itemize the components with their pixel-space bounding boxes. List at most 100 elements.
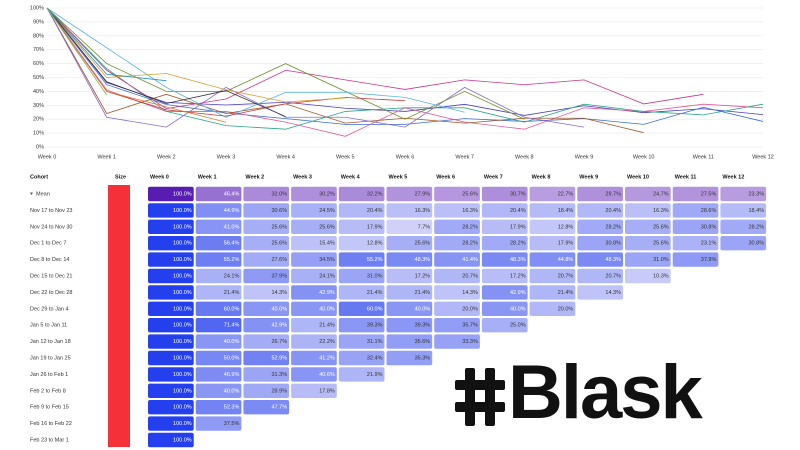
- cell-value: 100.0%: [173, 372, 192, 378]
- column-header: Week 0: [150, 174, 169, 180]
- logo-icon: [455, 368, 505, 426]
- cell: [386, 350, 433, 366]
- cell: [148, 203, 194, 218]
- column-header: Week 5: [389, 174, 408, 180]
- cell-value: 24.1%: [319, 273, 335, 279]
- y-tick-label: 20%: [33, 117, 44, 123]
- cell-value: 100.0%: [173, 421, 192, 427]
- y-tick-label: 90%: [33, 19, 44, 25]
- column-header: Week 12: [722, 174, 744, 180]
- column-header: Week 1: [198, 174, 217, 180]
- cohort-label: Dec 8 to Dec 14: [30, 257, 69, 263]
- y-tick-label: 40%: [33, 89, 44, 95]
- cell-value: 28.2%: [462, 241, 478, 247]
- cell: [577, 219, 623, 234]
- cell-value: 42.9%: [510, 290, 526, 296]
- series-line: [46, 7, 346, 103]
- cell: [243, 252, 290, 267]
- cohort-label: Nov 17 to Nov 23: [30, 208, 73, 214]
- cell: [195, 367, 242, 382]
- cell-value: 100.0%: [173, 208, 192, 214]
- cell-value: 21.4%: [224, 290, 240, 296]
- cohort-label: Dec 1 to Dec 7: [30, 241, 66, 247]
- cell-value: 25.6%: [271, 224, 287, 230]
- x-tick-label: Week 8: [515, 154, 534, 160]
- cell-value: 28.9%: [271, 388, 287, 394]
- cell: [481, 203, 528, 218]
- cohort-label: Nov 24 to Nov 30: [30, 224, 73, 230]
- cell-value: 7.7%: [418, 224, 431, 230]
- series-line: [46, 7, 704, 110]
- cell-value: 25.6%: [319, 224, 335, 230]
- cell: [195, 252, 242, 267]
- cell-value: 44.9%: [224, 208, 240, 214]
- cell-value: 28.2%: [462, 224, 478, 230]
- cell: [386, 318, 433, 333]
- cell: [195, 219, 242, 234]
- cell-value: 100.0%: [173, 306, 192, 312]
- cell: [481, 301, 528, 316]
- cell-value: 28.6%: [701, 208, 717, 214]
- cell: [434, 186, 480, 202]
- cell: [529, 301, 576, 316]
- cell: [338, 186, 385, 202]
- x-tick-label: Week 2: [157, 154, 176, 160]
- cell: [195, 318, 242, 333]
- cell: [577, 252, 623, 267]
- x-tick-label: Week 10: [633, 154, 655, 160]
- cell: [386, 219, 433, 234]
- cell-value: 20.7%: [462, 273, 478, 279]
- cell-value: 25.6%: [462, 191, 478, 197]
- cell-value: 24.7%: [653, 191, 669, 197]
- cell: [148, 301, 194, 316]
- cell-value: 100.0%: [173, 339, 192, 345]
- cell: [338, 367, 385, 382]
- column-header: Cohort: [30, 174, 48, 180]
- cohort-label: Jan 19 to Jan 25: [30, 355, 71, 361]
- cell: [291, 367, 337, 382]
- cell-value: 25.6%: [415, 241, 431, 247]
- series-line: [46, 7, 764, 137]
- cohort-label: Feb 2 to Feb 8: [30, 388, 66, 394]
- cohort-label: Feb 16 to Feb 22: [30, 421, 72, 427]
- cell-value: 20.4%: [605, 208, 621, 214]
- cell: [148, 236, 194, 251]
- series-line: [46, 7, 525, 120]
- cell-value: 100.0%: [173, 437, 192, 443]
- cell: [338, 268, 385, 284]
- cell: [386, 268, 433, 284]
- column-header: Week 11: [675, 174, 697, 180]
- cell-value: 30.2%: [319, 191, 335, 197]
- cell-value: 20.7%: [605, 273, 621, 279]
- cell-value: 100.0%: [173, 405, 192, 411]
- cell-value: 20.0%: [558, 306, 574, 312]
- y-tick-label: 50%: [33, 75, 44, 81]
- cell-value: 100.0%: [173, 241, 192, 247]
- cell-value: 27.6%: [271, 257, 287, 263]
- cell-value: 28.2%: [748, 224, 764, 230]
- cell: [625, 252, 671, 267]
- cell: [148, 400, 194, 415]
- cell-value: 23.1%: [701, 241, 717, 247]
- column-header: Week 4: [341, 174, 361, 180]
- cell: [434, 301, 480, 316]
- cell-value: 41.4%: [462, 257, 478, 263]
- cell-value: 55.2%: [224, 257, 240, 263]
- cell-value: 20.4%: [367, 208, 383, 214]
- cell: [195, 350, 242, 366]
- x-tick-label: Week 0: [38, 154, 57, 160]
- cell-value: 17.9%: [367, 224, 383, 230]
- y-tick-label: 10%: [33, 131, 44, 137]
- cell: [148, 186, 194, 202]
- cell: [720, 203, 767, 218]
- series-line: [46, 7, 585, 128]
- cell: [338, 252, 385, 267]
- cell: [291, 350, 337, 366]
- series-line: [46, 7, 764, 125]
- cell-value: 40.6%: [319, 372, 335, 378]
- cohort-label: Dec 29 to Jan 4: [30, 306, 69, 312]
- cell: [148, 285, 194, 300]
- cell: [195, 334, 242, 349]
- cell: [291, 334, 337, 349]
- x-tick-label: Week 6: [396, 154, 415, 160]
